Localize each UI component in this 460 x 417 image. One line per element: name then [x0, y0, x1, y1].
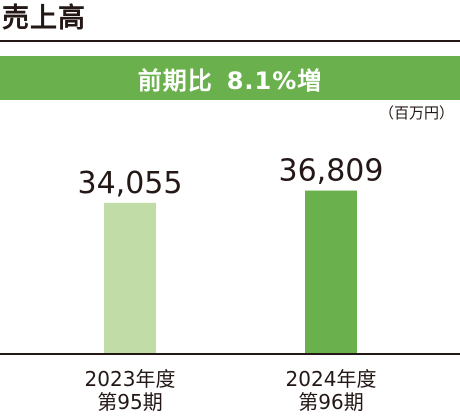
- value-label-fy2024: 36,809: [279, 154, 384, 189]
- category-year-fy2024: 2024年度: [285, 367, 377, 391]
- growth-banner: 前期比 8.1%増: [0, 56, 460, 100]
- growth-banner-value: 8.1%増: [226, 66, 323, 95]
- bar-fy2024: [305, 190, 357, 354]
- category-period-fy2023: 第95期: [97, 390, 163, 414]
- value-label-fy2023: 34,055: [78, 166, 183, 201]
- category-period-fy2024: 第96期: [298, 390, 364, 414]
- category-year-fy2023: 2023年度: [84, 367, 176, 391]
- category-label-fy2024: 2024年度 第96期: [241, 368, 421, 414]
- growth-banner-label: 前期比: [137, 66, 213, 95]
- bar-fy2023: [104, 202, 156, 354]
- chart-title: 売上高: [2, 3, 86, 34]
- unit-label: （百万円）: [378, 104, 454, 122]
- category-label-fy2023: 2023年度 第95期: [40, 368, 220, 414]
- title-underline: [0, 40, 460, 42]
